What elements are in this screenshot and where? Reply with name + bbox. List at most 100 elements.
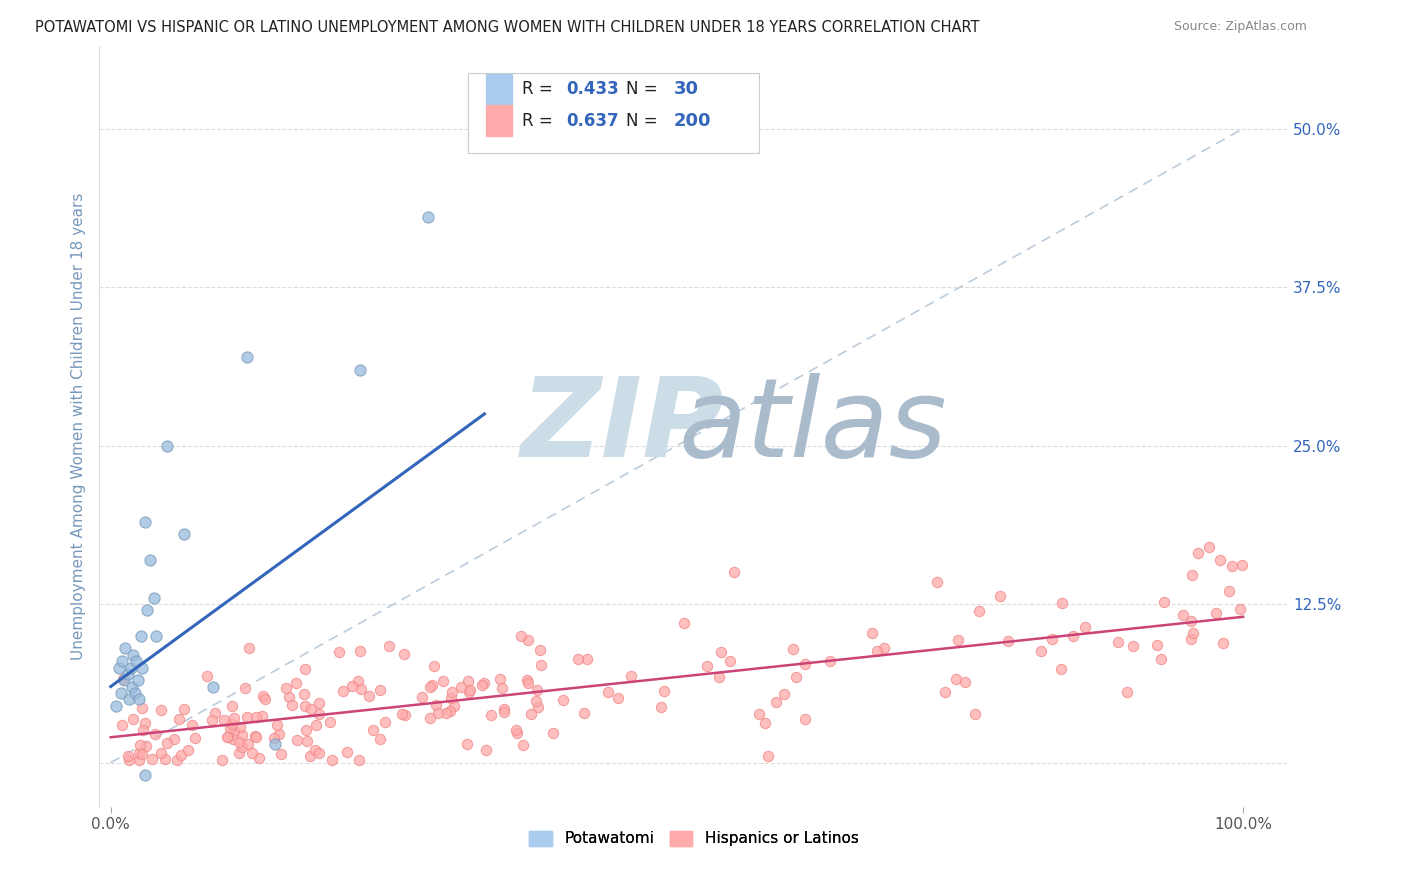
Point bbox=[1171, 607, 1194, 622]
Point bbox=[723, 566, 745, 580]
Point bbox=[111, 717, 134, 731]
Point bbox=[245, 731, 267, 745]
Point bbox=[359, 690, 381, 704]
Point bbox=[368, 683, 391, 698]
Point bbox=[181, 718, 204, 732]
Point bbox=[124, 686, 146, 700]
Point bbox=[132, 723, 155, 737]
Point bbox=[567, 652, 589, 666]
Point bbox=[308, 746, 330, 760]
Point bbox=[1050, 596, 1073, 610]
Point bbox=[1150, 652, 1173, 666]
Point bbox=[471, 677, 494, 691]
Point bbox=[252, 708, 274, 723]
Point bbox=[720, 654, 742, 668]
Point bbox=[299, 702, 322, 716]
Text: 0.637: 0.637 bbox=[567, 112, 619, 129]
Point bbox=[242, 746, 264, 760]
Point bbox=[439, 691, 461, 706]
Point bbox=[121, 713, 143, 727]
Point bbox=[304, 743, 326, 757]
Point bbox=[392, 647, 415, 661]
Text: atlas: atlas bbox=[679, 373, 948, 480]
Point bbox=[328, 645, 350, 659]
Point bbox=[782, 642, 804, 657]
Point bbox=[287, 732, 309, 747]
Text: N =: N = bbox=[626, 80, 664, 98]
Point bbox=[236, 710, 259, 724]
Point bbox=[131, 747, 153, 761]
Point bbox=[350, 681, 373, 696]
Point bbox=[294, 662, 316, 676]
Point bbox=[419, 711, 441, 725]
Point bbox=[934, 685, 956, 699]
Point bbox=[1180, 614, 1202, 628]
Point bbox=[1153, 595, 1175, 609]
Point bbox=[134, 715, 156, 730]
Point bbox=[231, 727, 253, 741]
Point bbox=[1146, 638, 1168, 652]
Point bbox=[118, 753, 141, 767]
Point bbox=[607, 691, 630, 706]
Point bbox=[222, 724, 245, 739]
Point bbox=[696, 659, 718, 673]
Point bbox=[173, 527, 195, 541]
Point bbox=[347, 674, 370, 689]
Point bbox=[269, 726, 291, 740]
Point bbox=[217, 731, 239, 745]
Point bbox=[434, 706, 457, 721]
Point bbox=[650, 699, 672, 714]
Point bbox=[785, 670, 807, 684]
Point bbox=[997, 634, 1019, 648]
Text: 0.433: 0.433 bbox=[567, 80, 620, 98]
Point bbox=[107, 660, 129, 674]
Point bbox=[120, 660, 142, 674]
Point bbox=[105, 698, 128, 713]
Point bbox=[215, 731, 238, 745]
Point bbox=[967, 604, 990, 618]
Point bbox=[163, 731, 186, 746]
Point bbox=[128, 753, 150, 767]
Point bbox=[1187, 546, 1209, 560]
Point bbox=[374, 715, 396, 730]
Point bbox=[229, 720, 252, 734]
Point bbox=[245, 710, 267, 724]
Point bbox=[519, 706, 541, 721]
Point bbox=[167, 712, 190, 726]
Point bbox=[710, 645, 733, 659]
Point bbox=[425, 698, 447, 713]
Point bbox=[294, 723, 316, 737]
Point bbox=[420, 678, 443, 692]
Point bbox=[512, 738, 534, 752]
Point bbox=[221, 716, 243, 731]
Point bbox=[222, 710, 245, 724]
Point bbox=[321, 753, 343, 767]
Point bbox=[576, 652, 599, 666]
Point bbox=[479, 708, 502, 723]
Point bbox=[134, 515, 156, 529]
Point bbox=[596, 685, 619, 699]
Point bbox=[340, 679, 363, 693]
Point bbox=[145, 727, 167, 741]
Point bbox=[773, 687, 796, 701]
Point bbox=[516, 632, 538, 647]
Point bbox=[489, 672, 512, 686]
Point bbox=[423, 658, 446, 673]
Point bbox=[419, 680, 441, 694]
Point bbox=[195, 669, 218, 683]
Point bbox=[517, 676, 540, 690]
Point bbox=[494, 702, 516, 716]
Text: Source: ZipAtlas.com: Source: ZipAtlas.com bbox=[1174, 20, 1308, 33]
Point bbox=[280, 698, 302, 713]
Point bbox=[150, 746, 173, 760]
Point bbox=[134, 768, 156, 782]
Point bbox=[368, 731, 391, 746]
Point bbox=[927, 575, 949, 590]
Point bbox=[543, 726, 565, 740]
Point bbox=[457, 685, 479, 699]
Point bbox=[860, 626, 883, 640]
Point bbox=[294, 698, 316, 713]
Text: 30: 30 bbox=[673, 80, 699, 98]
Point bbox=[1220, 559, 1243, 574]
Point bbox=[110, 686, 132, 700]
